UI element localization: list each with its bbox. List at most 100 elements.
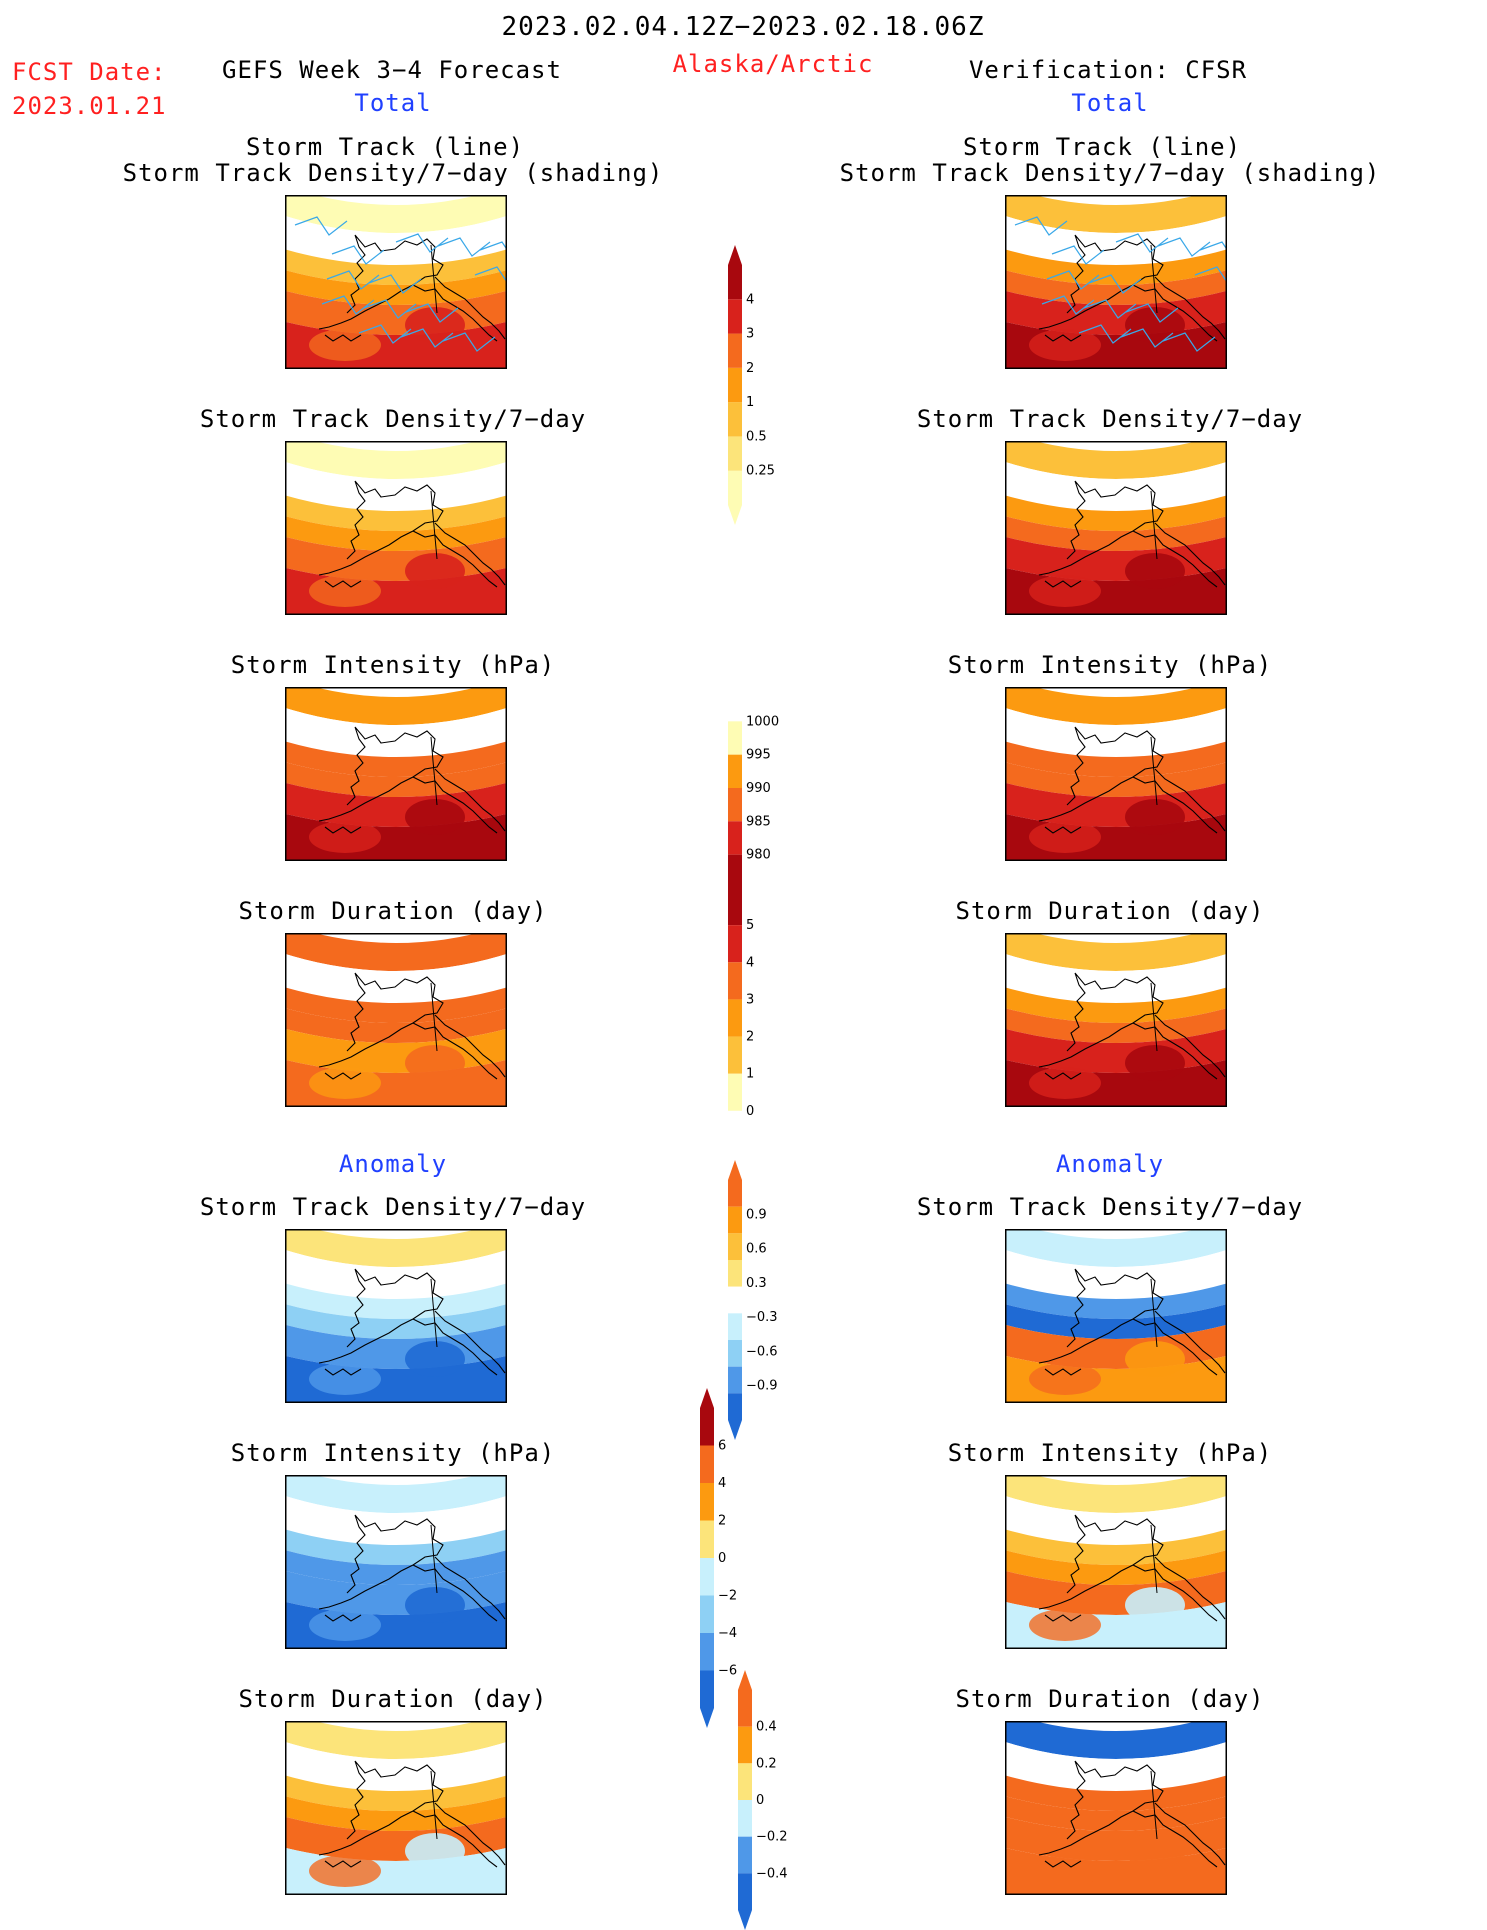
map-panel-R5 [1005, 1229, 1227, 1403]
field-band [286, 442, 506, 479]
colorbar-arrow-top [728, 868, 742, 888]
field-band [1006, 688, 1226, 725]
colorbar-arrow-bottom [728, 1148, 742, 1168]
storm-track-lines [294, 216, 506, 352]
field-band [1006, 196, 1226, 233]
colorbar-tick-label: 2 [746, 1030, 754, 1045]
colorbar-swatch [728, 888, 742, 926]
colorbar-tick-label: 990 [746, 781, 771, 796]
coastline [1038, 480, 1226, 588]
colorbar-tick-label: −0.2 [756, 1830, 788, 1845]
colorbar-swatch [728, 299, 742, 334]
colorbar-tick-label: 3 [746, 327, 754, 342]
colorbar-arrow-top [700, 1388, 714, 1408]
panel-title: Storm Track Density/7−day (shading) [122, 159, 664, 187]
field-band [286, 688, 506, 725]
colorbar-tick-label: 2 [718, 1514, 726, 1529]
colorbar-arrow-bottom [738, 1910, 752, 1930]
colorbar-swatch [738, 1763, 752, 1800]
colorbar-arrow-top [728, 668, 742, 688]
panel-title: Storm Duration (day) [238, 1685, 548, 1713]
coastline [318, 234, 506, 342]
map-panel-R6 [1005, 1475, 1227, 1649]
colorbar-tick-label: 2 [746, 361, 754, 376]
panel-title: Storm Duration (day) [238, 897, 548, 925]
field-maximum [1029, 1067, 1101, 1099]
field-band [1006, 462, 1226, 512]
field-maximum [1029, 1363, 1101, 1395]
field-maximum [1029, 329, 1101, 361]
colorbar-swatch [728, 788, 742, 822]
panel-frame [1005, 1475, 1227, 1649]
colorbar-swatch [738, 1800, 752, 1837]
field-maximum [405, 1045, 465, 1081]
field-maximum [309, 1363, 381, 1395]
colorbar-swatch [728, 1393, 742, 1420]
field-band [1006, 1529, 1226, 1566]
map-panel-L6 [285, 1475, 507, 1649]
colorbar-swatch [700, 1408, 714, 1446]
panel-frame [285, 687, 507, 861]
field-band [1006, 987, 1226, 1024]
field-band [286, 516, 506, 551]
panel-frame [285, 441, 507, 615]
country-border [1150, 1770, 1158, 1840]
period-title: 2023.02.04.12Z−2023.02.18.06Z [501, 12, 985, 42]
country-border [430, 1278, 438, 1348]
colorbar-tick-label: 0 [756, 1793, 764, 1808]
field-band [1006, 270, 1226, 305]
country-border [1150, 736, 1158, 806]
field-band [286, 249, 506, 286]
map-panel-L2 [285, 441, 507, 615]
colorbar-swatch [728, 999, 742, 1037]
panel-title: Storm Track Density/7−day [199, 405, 587, 433]
map-panel-R2 [1005, 441, 1227, 615]
colorbar-tick-label: 0.4 [756, 1720, 777, 1735]
field-band [286, 216, 506, 266]
field-band [286, 1283, 506, 1320]
region-title: Alaska/Arctic [672, 50, 874, 78]
colorbar-tick-label: 0 [718, 1551, 726, 1566]
field-band [1006, 934, 1226, 971]
country-border [1150, 1524, 1158, 1594]
colorbar-swatch [728, 265, 742, 300]
colorbar-swatch [738, 1690, 752, 1727]
field-maximum [309, 1855, 381, 1887]
panel-frame [1005, 441, 1227, 615]
colorbar-swatch [728, 1073, 742, 1111]
field-band [1006, 1476, 1226, 1513]
colorbar-swatch [728, 962, 742, 1000]
coastline [1038, 1268, 1226, 1376]
colorbar-swatch [728, 402, 742, 437]
coastline [318, 1514, 506, 1622]
panel-title: Storm Intensity (hPa) [947, 1439, 1273, 1467]
colorbar-tick-label: 4 [718, 1476, 726, 1491]
colorbar-tick-label: 995 [746, 748, 771, 763]
colorbar-swatch [728, 1036, 742, 1074]
field-band [286, 1230, 506, 1267]
colorbar-swatch [728, 1366, 742, 1394]
field-band [286, 495, 506, 532]
colorbar-5: 6 4 2 0 −2 −4 −6 [700, 1388, 737, 1728]
country-border [1150, 982, 1158, 1052]
colorbar-tick-label: −6 [718, 1664, 737, 1679]
colorbar-swatch [728, 436, 742, 471]
field-band [286, 934, 506, 971]
country-border [430, 490, 438, 560]
country-border [1150, 490, 1158, 560]
colorbar-swatch [738, 1726, 752, 1764]
colorbar-tick-label: 6 [718, 1439, 726, 1454]
coastline [1038, 1514, 1226, 1622]
country-border [430, 736, 438, 806]
colorbar-swatch [700, 1595, 714, 1633]
colorbar-swatch [738, 1836, 752, 1874]
colorbar-swatch [700, 1445, 714, 1483]
field-band [286, 1529, 506, 1566]
colorbar-swatch [728, 367, 742, 403]
field-band [286, 1476, 506, 1513]
country-border [430, 1524, 438, 1594]
fcst-date-value: 2023.01.21 [12, 92, 167, 120]
panel-title: Storm Duration (day) [955, 1685, 1265, 1713]
coastline [318, 1760, 506, 1868]
map-panel-R3 [1005, 687, 1227, 861]
